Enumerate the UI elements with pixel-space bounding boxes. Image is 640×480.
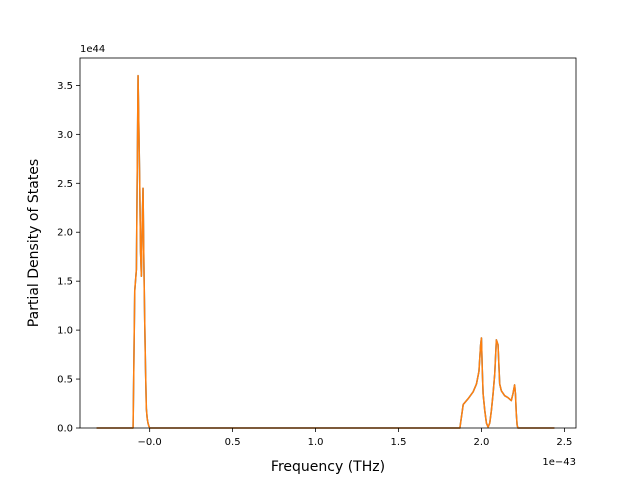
x-tick-label: 0.5 bbox=[225, 437, 241, 448]
x-tick-label: 2.0 bbox=[473, 437, 489, 448]
y-tick-label: 1.0 bbox=[57, 326, 73, 337]
x-tick-label: −0.0 bbox=[138, 437, 162, 448]
y-axis: 0.0 0.5 1.0 1.5 2.0 2.5 3.0 3.5 bbox=[57, 81, 80, 435]
y-offset-label: 1e44 bbox=[80, 44, 105, 55]
x-offset-label: 1e−43 bbox=[542, 457, 576, 468]
x-axis-label: Frequency (THz) bbox=[271, 459, 385, 475]
x-axis: −0.0 0.5 1.0 1.5 2.0 2.5 bbox=[138, 428, 572, 448]
y-tick-label: 2.0 bbox=[57, 228, 73, 239]
y-tick-label: 2.5 bbox=[57, 179, 73, 190]
plot-background bbox=[80, 58, 576, 428]
y-tick-label: 1.5 bbox=[57, 277, 73, 288]
x-tick-label: 2.5 bbox=[556, 437, 572, 448]
y-tick-label: 3.0 bbox=[57, 130, 73, 141]
y-tick-label: 3.5 bbox=[57, 81, 73, 92]
plot-frame bbox=[79, 57, 577, 429]
series-line-2 bbox=[96, 74, 555, 429]
series-layer bbox=[96, 74, 555, 429]
x-tick-label: 1.0 bbox=[308, 437, 324, 448]
y-tick-label: 0.0 bbox=[57, 424, 73, 435]
y-tick-label: 0.5 bbox=[57, 375, 73, 386]
x-tick-label: 1.5 bbox=[391, 437, 407, 448]
y-axis-label: Partial Density of States bbox=[26, 159, 42, 327]
